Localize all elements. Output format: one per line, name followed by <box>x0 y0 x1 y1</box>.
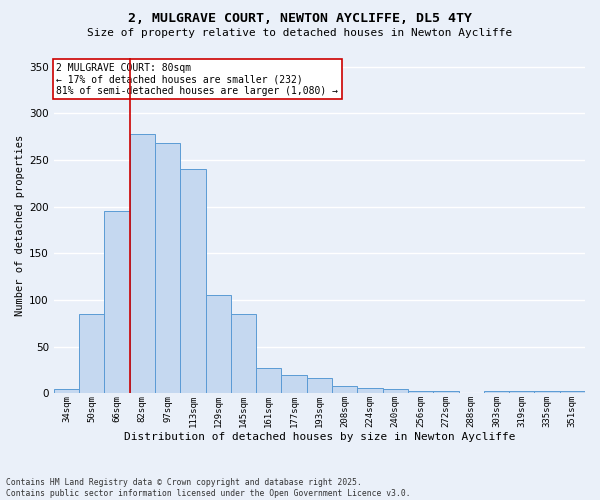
Text: Size of property relative to detached houses in Newton Aycliffe: Size of property relative to detached ho… <box>88 28 512 38</box>
Bar <box>433 392 458 394</box>
Bar <box>130 134 155 394</box>
Text: 2 MULGRAVE COURT: 80sqm
← 17% of detached houses are smaller (232)
81% of semi-d: 2 MULGRAVE COURT: 80sqm ← 17% of detache… <box>56 62 338 96</box>
Text: 2, MULGRAVE COURT, NEWTON AYCLIFFE, DL5 4TY: 2, MULGRAVE COURT, NEWTON AYCLIFFE, DL5 … <box>128 12 472 26</box>
Bar <box>54 388 79 394</box>
Bar <box>535 392 560 394</box>
Bar <box>180 170 206 394</box>
Bar <box>484 390 509 394</box>
Bar <box>256 368 281 394</box>
Bar <box>509 390 535 394</box>
Bar <box>408 390 433 394</box>
Bar <box>155 144 180 394</box>
Bar <box>79 314 104 394</box>
Bar <box>307 378 332 394</box>
Bar <box>383 388 408 394</box>
X-axis label: Distribution of detached houses by size in Newton Aycliffe: Distribution of detached houses by size … <box>124 432 515 442</box>
Bar <box>560 392 585 394</box>
Bar <box>281 374 307 394</box>
Bar <box>104 212 130 394</box>
Text: Contains HM Land Registry data © Crown copyright and database right 2025.
Contai: Contains HM Land Registry data © Crown c… <box>6 478 410 498</box>
Bar <box>206 296 231 394</box>
Y-axis label: Number of detached properties: Number of detached properties <box>15 135 25 316</box>
Bar <box>358 388 383 394</box>
Bar <box>332 386 358 394</box>
Bar <box>231 314 256 394</box>
